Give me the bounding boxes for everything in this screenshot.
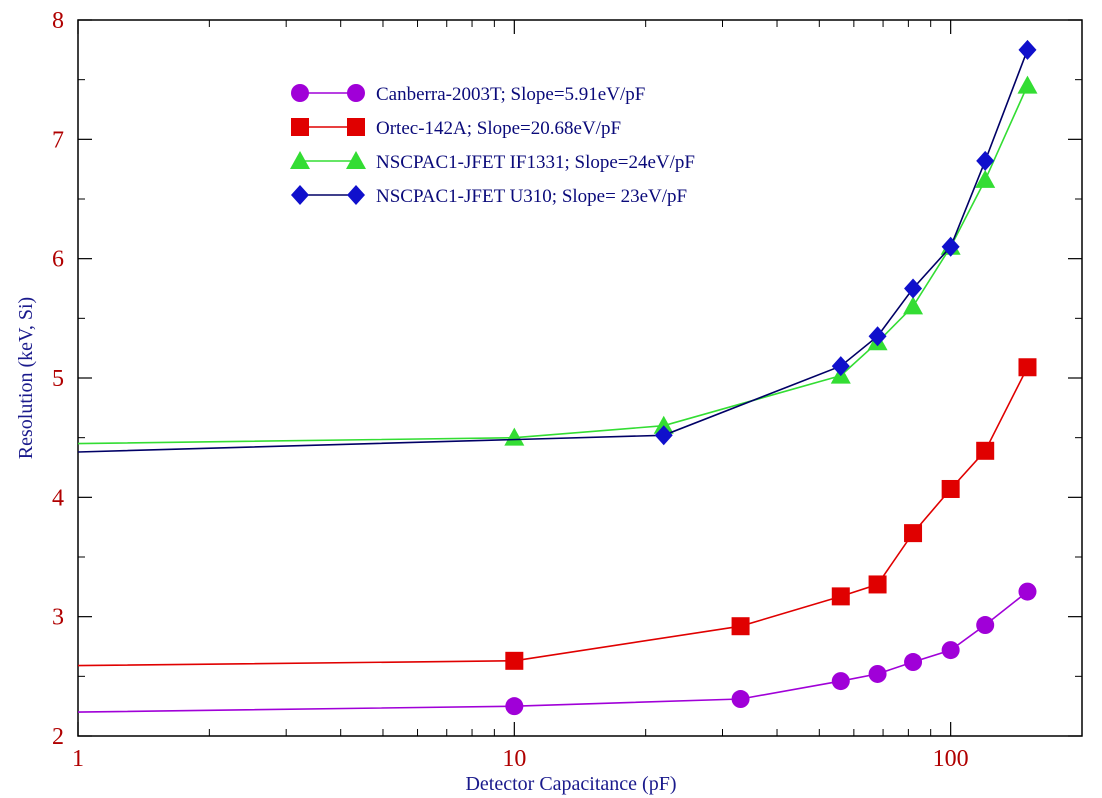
data-point bbox=[505, 697, 524, 716]
legend-marker bbox=[291, 84, 309, 102]
series-layer bbox=[77, 39, 1038, 716]
data-point bbox=[831, 672, 850, 691]
legend-entry: NSCPAC1-JFET IF1331; Slope=24eV/pF bbox=[290, 151, 695, 173]
x-tick-label: 10 bbox=[502, 746, 526, 772]
series-line bbox=[77, 85, 1029, 445]
legend: Canberra-2003T; Slope=5.91eV/pF Ortec-142… bbox=[290, 84, 695, 207]
y-tick-label: 5 bbox=[52, 366, 64, 392]
series-line bbox=[77, 49, 1029, 453]
data-point bbox=[904, 278, 923, 299]
axes: 2 3 4 5 6 7 8 1 10 100 bbox=[52, 8, 1082, 772]
legend-marker bbox=[347, 118, 365, 136]
y-tick-label: 6 bbox=[52, 247, 64, 273]
data-point bbox=[831, 587, 850, 606]
series-3 bbox=[77, 39, 1037, 453]
legend-label: NSCPAC1-JFET U310; Slope= 23eV/pF bbox=[376, 186, 687, 207]
data-point bbox=[831, 356, 850, 377]
series-1 bbox=[77, 358, 1037, 670]
legend-entry: NSCPAC1-JFET U310; Slope= 23eV/pF bbox=[291, 185, 687, 207]
legend-entry: Ortec-142A; Slope=20.68eV/pF bbox=[291, 118, 621, 139]
series-line bbox=[77, 590, 1028, 713]
data-point bbox=[976, 150, 995, 171]
x-axis-title: Detector Capacitance (pF) bbox=[465, 773, 676, 795]
data-point bbox=[904, 653, 923, 672]
legend-marker bbox=[347, 185, 365, 205]
y-axis-title: Resolution (keV, Si) bbox=[15, 297, 37, 459]
data-point bbox=[505, 651, 524, 670]
data-point bbox=[1018, 582, 1037, 601]
data-point bbox=[941, 479, 960, 498]
x-tick-label: 1 bbox=[72, 746, 84, 772]
data-point bbox=[504, 427, 525, 446]
data-point bbox=[941, 641, 960, 660]
legend-label: Canberra-2003T; Slope=5.91eV/pF bbox=[376, 84, 645, 105]
data-point bbox=[654, 425, 673, 446]
series-line bbox=[77, 366, 1029, 667]
data-point bbox=[1018, 358, 1037, 377]
legend-marker bbox=[290, 151, 310, 169]
legend-label: Ortec-142A; Slope=20.68eV/pF bbox=[376, 118, 621, 139]
data-point bbox=[868, 664, 887, 683]
y-tick-label: 3 bbox=[52, 605, 64, 631]
data-point bbox=[1017, 75, 1038, 94]
legend-marker bbox=[291, 118, 309, 136]
data-point bbox=[904, 524, 923, 543]
series-0 bbox=[77, 582, 1037, 716]
data-point bbox=[941, 236, 960, 257]
data-point bbox=[868, 575, 887, 594]
data-point bbox=[653, 415, 674, 434]
data-point bbox=[976, 441, 995, 460]
data-point bbox=[868, 326, 887, 347]
y-tick-label: 8 bbox=[52, 8, 64, 34]
y-tick-label: 2 bbox=[52, 724, 64, 750]
legend-marker bbox=[347, 84, 365, 102]
x-tick-label: 100 bbox=[933, 746, 969, 772]
legend-marker bbox=[346, 151, 366, 169]
y-tick-label: 7 bbox=[52, 127, 64, 153]
legend-label: NSCPAC1-JFET IF1331; Slope=24eV/pF bbox=[376, 152, 695, 173]
y-tick-label: 4 bbox=[52, 485, 64, 511]
data-point bbox=[975, 169, 996, 188]
data-point bbox=[731, 690, 750, 709]
legend-entry: Canberra-2003T; Slope=5.91eV/pF bbox=[291, 84, 645, 105]
data-point bbox=[731, 617, 750, 636]
data-point bbox=[1018, 39, 1037, 60]
data-point bbox=[903, 296, 924, 315]
legend-marker bbox=[291, 185, 309, 205]
data-point bbox=[976, 616, 995, 635]
